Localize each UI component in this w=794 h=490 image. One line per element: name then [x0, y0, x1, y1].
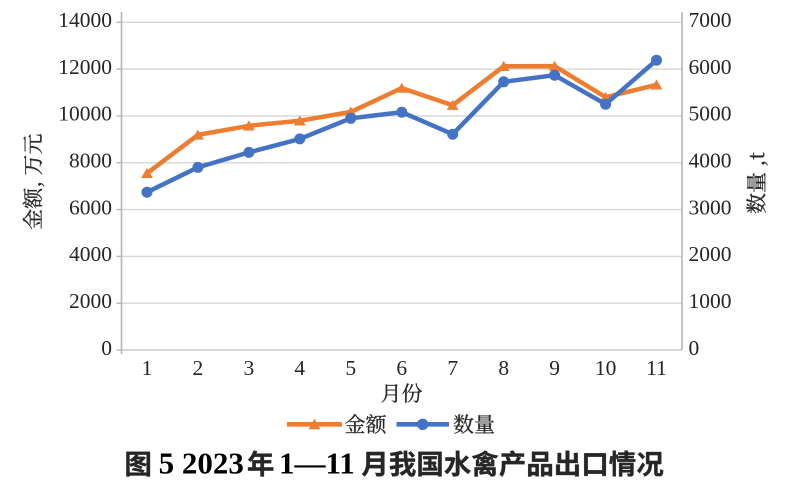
- svg-text:3: 3: [244, 356, 255, 380]
- svg-text:8: 8: [498, 356, 509, 380]
- svg-text:11: 11: [646, 356, 667, 380]
- svg-text:5000: 5000: [689, 102, 732, 126]
- svg-text:1—11: 1—11: [279, 446, 355, 481]
- svg-text:10000: 10000: [58, 102, 112, 126]
- svg-text:12000: 12000: [58, 55, 112, 79]
- svg-text:1: 1: [142, 356, 153, 380]
- svg-text:6000: 6000: [69, 195, 112, 219]
- svg-text:3000: 3000: [689, 195, 732, 219]
- svg-text:1000: 1000: [689, 289, 732, 313]
- svg-text:14000: 14000: [58, 8, 112, 32]
- svg-text:10: 10: [595, 356, 617, 380]
- svg-text:4000: 4000: [689, 149, 732, 173]
- svg-text:7: 7: [447, 356, 458, 380]
- svg-text:9: 9: [549, 356, 560, 380]
- svg-text:2000: 2000: [689, 242, 732, 266]
- svg-text:2000: 2000: [69, 289, 112, 313]
- svg-text:4000: 4000: [69, 242, 112, 266]
- svg-text:6: 6: [396, 356, 407, 380]
- svg-text:0: 0: [689, 336, 700, 360]
- svg-text:5 2023: 5 2023: [159, 446, 244, 481]
- svg-text:6000: 6000: [689, 55, 732, 79]
- svg-text:0: 0: [101, 336, 112, 360]
- svg-text:7000: 7000: [689, 8, 732, 32]
- svg-text:5: 5: [345, 356, 356, 380]
- svg-text:4: 4: [294, 356, 305, 380]
- svg-text:2: 2: [193, 356, 204, 380]
- svg-text:8000: 8000: [69, 149, 112, 173]
